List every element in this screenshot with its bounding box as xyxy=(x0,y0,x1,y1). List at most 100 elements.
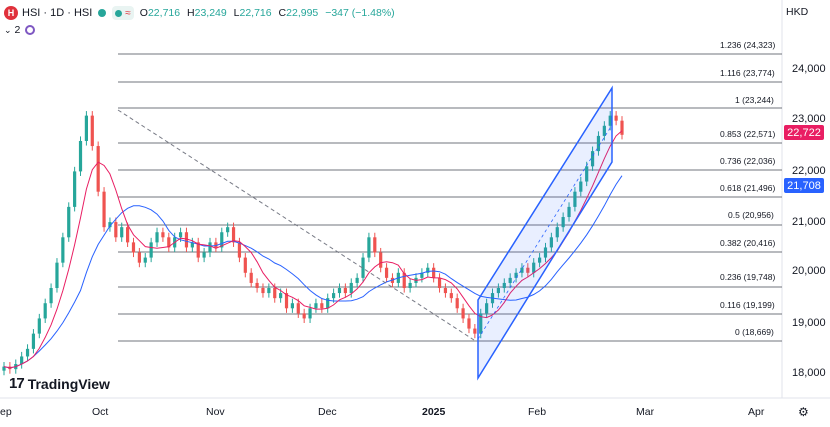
candle-body xyxy=(590,151,595,167)
candle-body xyxy=(585,166,589,182)
candle-body xyxy=(608,115,612,126)
fib-label-0382: 0.382 (20,416) xyxy=(720,238,776,248)
candle-body xyxy=(379,252,383,268)
candle-body xyxy=(120,227,124,238)
candle-body xyxy=(231,227,236,243)
tradingview-mark-icon: 17 xyxy=(9,375,25,392)
candle-body xyxy=(131,242,136,253)
candle-body xyxy=(184,232,189,248)
candle-body xyxy=(67,206,71,238)
candle-body xyxy=(208,242,212,253)
candle-body xyxy=(461,308,465,319)
fib-label-0116: 0.116 (19,199) xyxy=(720,300,775,310)
candle-body xyxy=(449,293,453,299)
candle-body xyxy=(367,237,371,258)
low-value: 22,716 xyxy=(239,7,272,19)
candle-body xyxy=(20,356,24,365)
fib-label-1: 1 (23,244) xyxy=(735,95,774,105)
fib-label-1236: 1.236 (24,323) xyxy=(720,40,776,50)
indicator-icon[interactable] xyxy=(25,25,36,35)
candle-body xyxy=(538,257,542,263)
candle-body xyxy=(361,257,365,278)
candle-body xyxy=(602,125,606,136)
fibonacci-lines xyxy=(118,53,782,342)
candle-body xyxy=(78,140,83,172)
candle-body xyxy=(443,288,448,294)
candle-body xyxy=(84,115,88,141)
candle-body xyxy=(308,308,312,319)
candle-body xyxy=(343,288,347,294)
candle-body xyxy=(355,277,359,283)
symbol-title[interactable]: HSI · 1D · HSI xyxy=(22,7,93,19)
candle-body xyxy=(261,288,265,294)
price-badge-last[interactable]: 22,722 xyxy=(784,125,824,140)
fib-label-0: 0 (18,669) xyxy=(735,327,774,337)
price-badge-ma[interactable]: 21,708 xyxy=(784,178,824,193)
candle-body xyxy=(520,267,524,273)
candle-body xyxy=(220,232,224,248)
candle-body xyxy=(2,366,6,371)
candle-body xyxy=(255,282,259,289)
candle-body xyxy=(496,288,500,294)
gear-icon[interactable]: ⚙ xyxy=(798,405,809,419)
currency-label[interactable]: HKD xyxy=(786,6,809,18)
candle-body xyxy=(349,282,353,294)
candle-body xyxy=(408,282,412,289)
trend-channel xyxy=(477,85,613,381)
candle-body xyxy=(437,277,442,289)
candle-body xyxy=(149,242,153,258)
moving-average-fast xyxy=(3,130,623,369)
candle-body xyxy=(214,242,218,248)
y-tick-label: 23,000 xyxy=(792,113,826,125)
candle-body xyxy=(596,135,601,152)
y-tick-label: 21,000 xyxy=(792,216,826,228)
x-tick-label: Oct xyxy=(92,406,109,418)
candle-body xyxy=(573,191,577,207)
change-value: −347 (−1.48%) xyxy=(325,7,395,19)
candle-body xyxy=(49,288,53,304)
candle-body xyxy=(337,288,342,294)
candle-body xyxy=(126,227,130,243)
y-tick-label: 20,000 xyxy=(792,265,826,277)
data-status-pill[interactable]: ≈ xyxy=(112,6,134,20)
ohlc-readout: O22,716 H23,249 L22,716 C22,995 −347 (−1… xyxy=(139,7,395,19)
market-status-icon[interactable] xyxy=(98,9,107,17)
candle-body xyxy=(25,348,30,357)
candle-body xyxy=(614,115,618,121)
x-tick-label: Nov xyxy=(206,406,225,418)
indicator-count[interactable]: 2 xyxy=(14,24,21,36)
candle-body xyxy=(555,227,559,238)
candle-body xyxy=(190,242,194,248)
candle-body xyxy=(402,272,406,289)
candle-body xyxy=(202,252,206,258)
candle-body xyxy=(284,293,289,309)
candles xyxy=(2,111,624,376)
x-tick-label: 2025 xyxy=(422,406,446,418)
candle-body xyxy=(579,181,583,192)
candle-body xyxy=(314,303,318,309)
tradingview-wordmark: TradingView xyxy=(27,375,110,392)
candle-body xyxy=(90,115,94,147)
high-value: 23,249 xyxy=(194,7,227,19)
candle-body xyxy=(426,267,430,273)
candle-body xyxy=(467,318,471,329)
fib-label-0618: 0.618 (21,496) xyxy=(720,183,776,193)
candle-body xyxy=(332,293,336,299)
symbol-logo[interactable]: H xyxy=(4,6,18,20)
candle-body xyxy=(243,257,247,273)
x-tick-label: Feb xyxy=(528,406,547,418)
tradingview-logo[interactable]: 17 TradingView xyxy=(9,375,110,392)
candle-body xyxy=(178,232,183,238)
x-tick-label: ep xyxy=(0,406,12,418)
candle-body xyxy=(479,313,483,334)
live-data-icon xyxy=(115,9,123,17)
chevron-down-icon[interactable]: ⌄ xyxy=(4,24,12,35)
candle-body xyxy=(108,222,112,228)
candle-body xyxy=(273,288,277,299)
candle-body xyxy=(502,282,506,289)
candle-body xyxy=(249,272,253,283)
candle-body xyxy=(549,237,553,248)
candle-body xyxy=(114,222,118,238)
x-tick-label: Mar xyxy=(636,406,655,418)
